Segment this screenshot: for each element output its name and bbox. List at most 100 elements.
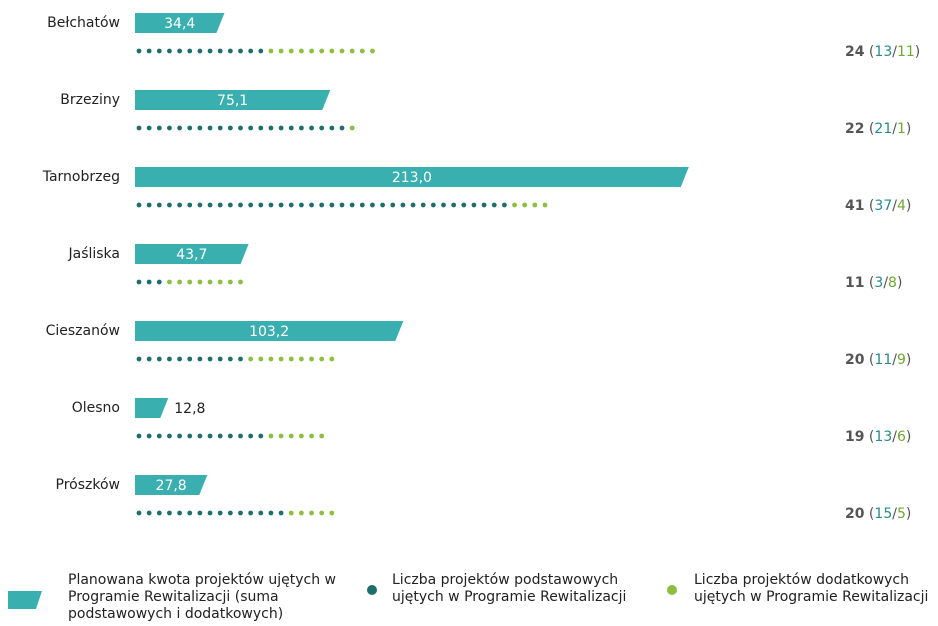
- dot: [248, 356, 254, 362]
- dot: [309, 202, 314, 208]
- dot: [299, 125, 304, 131]
- dot: [187, 279, 193, 285]
- dot: [136, 433, 142, 439]
- legend-label: Liczba projektów dodatkowych ujętych w P…: [694, 572, 929, 605]
- count-part: ): [897, 275, 902, 291]
- bar: [135, 13, 225, 33]
- count-part: ): [915, 44, 920, 60]
- dot: [207, 433, 213, 439]
- dot: [258, 356, 264, 362]
- count-part: /: [892, 352, 897, 368]
- bar: [135, 167, 689, 187]
- extra-dots: [268, 433, 325, 439]
- dot: [156, 356, 162, 362]
- dot: [187, 48, 193, 54]
- count-label: 24 (13/11): [845, 44, 920, 60]
- dot: [359, 48, 365, 54]
- dot: [278, 48, 284, 54]
- dot: [339, 125, 345, 131]
- count-part: 21: [874, 121, 892, 137]
- dot: [288, 202, 294, 208]
- bar-value-label: 43,7: [176, 247, 207, 263]
- dot: [258, 202, 264, 208]
- count-label: 20 (15/5): [845, 506, 911, 522]
- bar-value-label: 213,0: [392, 170, 432, 186]
- count-part: /: [892, 429, 897, 445]
- basic-dots: [136, 202, 507, 208]
- category-label: Prószków: [56, 477, 120, 493]
- dot: [309, 125, 314, 131]
- count-part: /: [892, 506, 897, 522]
- dot: [288, 510, 294, 516]
- dot: [532, 202, 538, 208]
- count-part: /: [892, 198, 897, 214]
- dot: [146, 433, 152, 439]
- count-part: ): [906, 429, 911, 445]
- dot: [187, 202, 193, 208]
- dot: [227, 48, 233, 54]
- count-part: 11: [874, 352, 892, 368]
- dot: [299, 202, 304, 208]
- dot: [207, 510, 213, 516]
- dot: [248, 125, 254, 131]
- dot: [187, 433, 193, 439]
- dot: [258, 433, 264, 439]
- dot: [238, 279, 243, 285]
- count-part: (: [864, 506, 874, 522]
- count-part: (: [864, 121, 874, 137]
- dot: [217, 279, 223, 285]
- dot: [217, 48, 223, 54]
- dot: [167, 356, 172, 362]
- dot: [299, 356, 304, 362]
- dot: [238, 356, 243, 362]
- category-label: Cieszanów: [46, 323, 120, 339]
- dot: [329, 125, 335, 131]
- count-part: ): [906, 352, 911, 368]
- count-part: 19: [845, 429, 864, 445]
- count-part: 3: [874, 275, 883, 291]
- dot: [248, 48, 254, 54]
- category-label: Jaśliska: [67, 246, 120, 262]
- dot: [197, 356, 203, 362]
- dot: [136, 48, 142, 54]
- dot: [359, 202, 365, 208]
- dot: [258, 510, 264, 516]
- dot: [238, 510, 243, 516]
- bar: [135, 90, 331, 110]
- dot: [136, 356, 142, 362]
- dot: [177, 279, 183, 285]
- count-part: (: [864, 352, 874, 368]
- bar-value-label: 34,4: [164, 16, 195, 32]
- count-part: /: [883, 275, 888, 291]
- dot: [299, 433, 304, 439]
- dot: [349, 202, 355, 208]
- legend-label: Planowana kwota projektów ujętych w Prog…: [68, 572, 337, 622]
- count-part: 41: [845, 198, 864, 214]
- count-part: 8: [888, 275, 897, 291]
- dot: [278, 202, 284, 208]
- dot: [187, 510, 193, 516]
- dot: [227, 510, 233, 516]
- dot: [319, 48, 325, 54]
- legend-swatch-basic: [367, 585, 377, 595]
- dot: [370, 48, 375, 54]
- dot: [217, 356, 223, 362]
- dot: [207, 356, 213, 362]
- count-part: (: [864, 44, 874, 60]
- dot: [329, 356, 335, 362]
- dot: [217, 125, 223, 131]
- category-label: Brzeziny: [60, 92, 120, 108]
- dot: [238, 433, 243, 439]
- basic-dots: [136, 125, 345, 131]
- basic-dots: [136, 48, 264, 54]
- dot: [207, 125, 213, 131]
- dot: [430, 202, 436, 208]
- dot: [329, 202, 335, 208]
- dot: [309, 510, 314, 516]
- count-part: (: [864, 198, 874, 214]
- dot: [227, 279, 233, 285]
- dot: [167, 279, 172, 285]
- basic-dots: [136, 279, 162, 285]
